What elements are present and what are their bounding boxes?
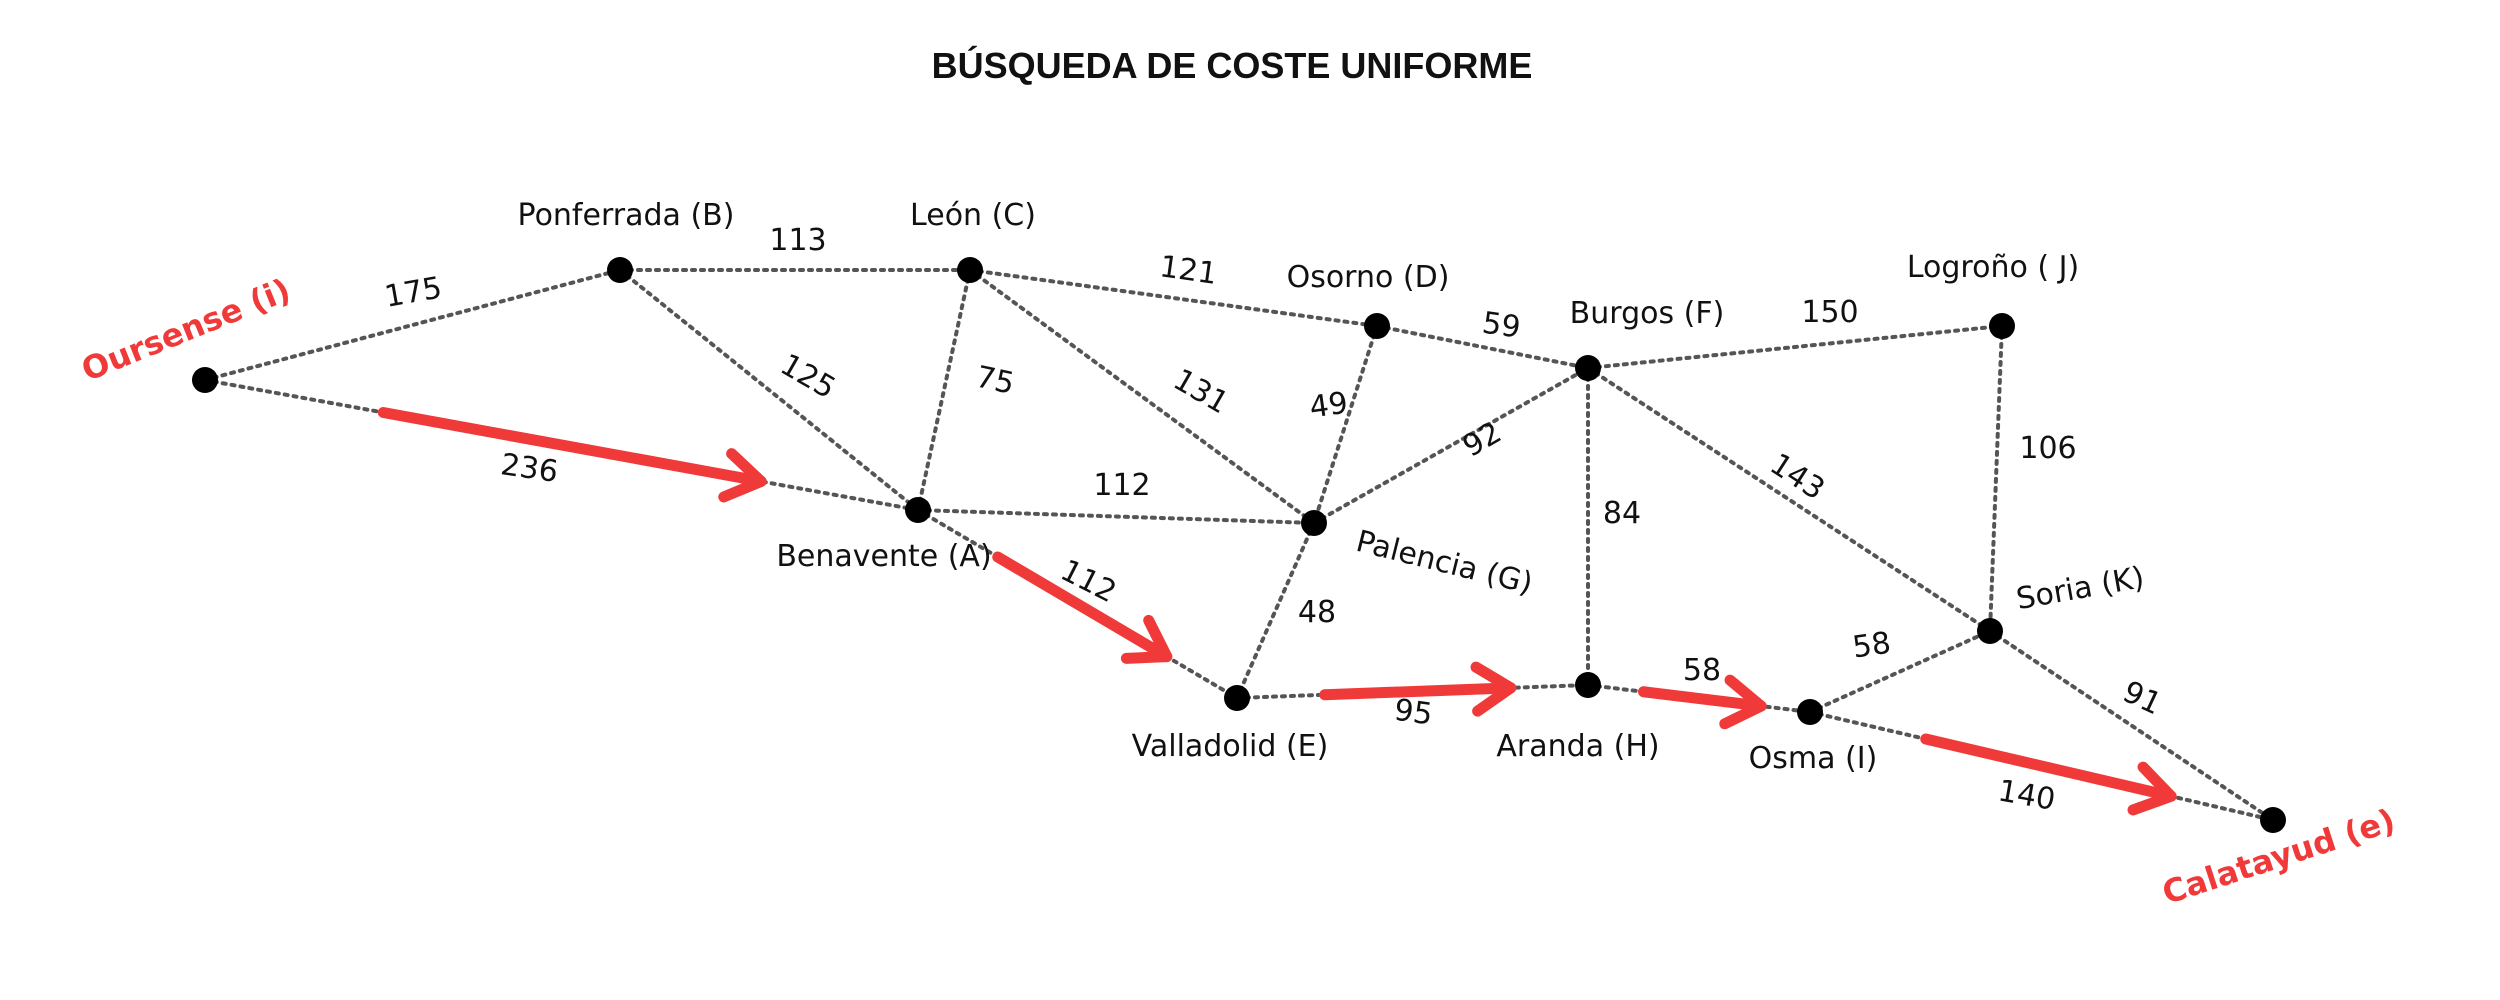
node-label-K: Soria (K): [2014, 560, 2147, 617]
node-label-F: Burgos (F): [1570, 296, 1725, 331]
edge-weight-B-C: 113: [769, 223, 826, 258]
node-E: [1224, 685, 1250, 711]
path-arrow-H-I: [1638, 674, 1767, 730]
edge-weight-D-F: 59: [1480, 306, 1523, 346]
edge-weight-A-G: 112: [1093, 468, 1150, 503]
edge-weight-I-K: 58: [1850, 626, 1893, 666]
node-B: [607, 257, 633, 283]
path-arrow-A-E: [992, 551, 1173, 664]
edge-B-A: [618, 268, 920, 512]
edge-G-F: [1312, 366, 1590, 525]
node-D: [1364, 313, 1390, 339]
edge-i-B: [203, 268, 622, 382]
node-J: [1989, 313, 2015, 339]
edges-layer: [203, 268, 2275, 822]
edge-weight-K-e: 91: [2117, 674, 2166, 722]
edge-weight-D-G: 49: [1307, 386, 1350, 426]
edge-G-E: [1235, 521, 1316, 700]
edge-D-G: [1312, 324, 1379, 525]
node-label-H: Aranda (H): [1496, 729, 1659, 764]
path-arrow-E-H: [1319, 661, 1517, 717]
edge-C-G: [968, 268, 1316, 525]
edge-weight-F-K: 143: [1764, 447, 1831, 508]
edge-weight-C-A: 75: [973, 360, 1018, 402]
diagram-title: BÚSQUEDA DE COSTE UNIFORME: [932, 44, 1533, 86]
node-i: [192, 367, 218, 393]
edge-weight-i-A: 236: [499, 447, 561, 490]
edge-C-A: [916, 268, 972, 512]
edge-weight-C-G: 131: [1167, 362, 1234, 421]
node-G: [1301, 510, 1327, 536]
path-arrows-layer: [377, 407, 2177, 816]
edge-C-D: [968, 268, 1379, 328]
node-label-C: León (C): [910, 198, 1036, 233]
path-arrow-I-e: [1920, 733, 2177, 816]
edge-weight-G-F: 92: [1457, 415, 1508, 464]
node-K: [1977, 618, 2003, 644]
edge-weight-G-E: 48: [1298, 595, 1336, 630]
node-label-i: Oursense (i): [76, 271, 296, 389]
node-I: [1797, 699, 1823, 725]
node-label-I: Osma (I): [1749, 741, 1878, 776]
edge-weight-H-I: 58: [1683, 653, 1721, 688]
node-F: [1575, 355, 1601, 381]
edge-weight-I-e: 140: [1995, 773, 2057, 817]
edge-weight-E-H: 95: [1392, 693, 1435, 733]
edge-F-K: [1586, 366, 1992, 633]
node-label-B: Ponferrada (B): [518, 198, 735, 233]
node-A: [905, 497, 931, 523]
edge-weight-J-K: 106: [2019, 431, 2076, 466]
edge-K-e: [1988, 629, 2275, 822]
edge-A-G: [916, 508, 1316, 525]
edge-weight-F-J: 150: [1801, 295, 1858, 330]
edge-J-K: [1988, 324, 2004, 633]
edge-weight-C-D: 121: [1158, 249, 1220, 292]
nodes-layer: [192, 257, 2286, 833]
path-arrow-i-A: [377, 407, 767, 503]
edge-F-J: [1586, 324, 2004, 370]
node-label-A: Benavente (A): [776, 539, 991, 574]
edge-weight-F-H: 84: [1603, 496, 1641, 531]
node-label-E: Valladolid (E): [1132, 729, 1329, 764]
node-C: [957, 257, 983, 283]
edge-A-E: [916, 508, 1239, 700]
node-e: [2260, 807, 2286, 833]
edge-I-K: [1808, 629, 1992, 714]
edge-D-F: [1375, 324, 1590, 370]
node-label-D: Osorno (D): [1287, 260, 1450, 295]
node-label-G: Palencia (G): [1353, 524, 1536, 602]
edge-weight-i-B: 175: [382, 270, 444, 314]
edge-weight-B-A: 125: [774, 347, 841, 406]
node-H: [1575, 672, 1601, 698]
node-label-J: Logroño ( J): [1907, 250, 2079, 285]
